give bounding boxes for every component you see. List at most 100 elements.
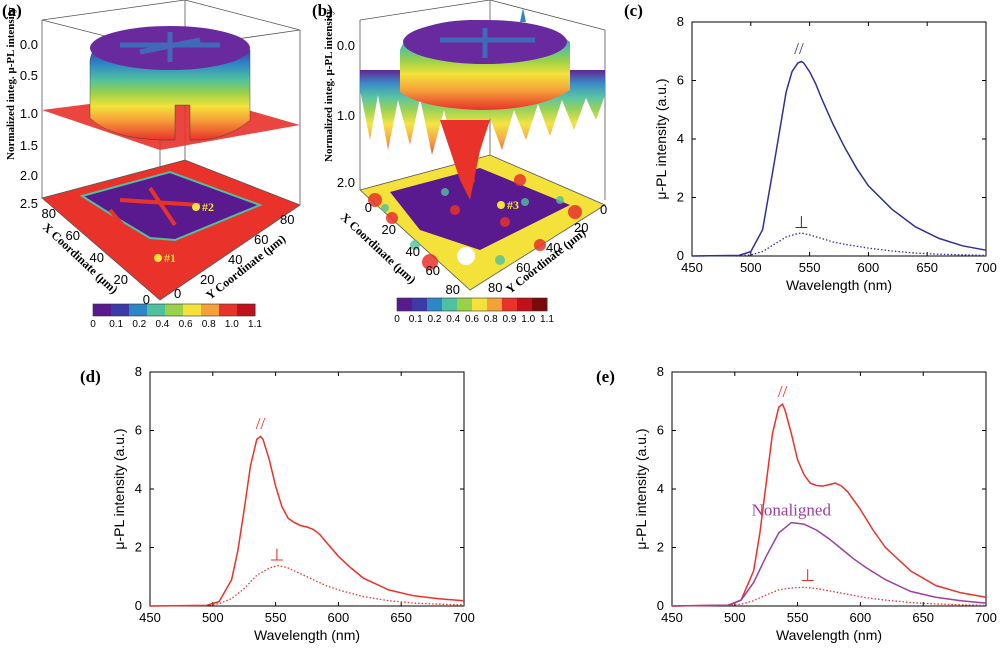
y-axis-title: μ-PL intensity (a.u.) (633, 428, 649, 549)
y-tick: 20 (574, 220, 588, 235)
y-tick-label: 2 (657, 540, 664, 555)
colorbar-swatch (237, 304, 256, 316)
perpendicular-label: ⊥ (800, 566, 815, 585)
colorbar-label: 0.6 (465, 314, 479, 325)
x-axis-title: Wavelength (nm) (786, 277, 892, 293)
panel-b-spike-column (440, 120, 490, 200)
y-tick: 0 (174, 286, 181, 301)
x-tick-label: 600 (858, 260, 880, 275)
panel-b-floor-noise-green (381, 188, 564, 265)
z-tick: 2.5 (20, 196, 38, 211)
y-tick-label: 6 (135, 423, 142, 438)
z-tick: 1.0 (20, 106, 38, 121)
colorbar-label: 0.4 (155, 319, 169, 330)
colorbar-border (396, 297, 548, 312)
x-tick: 80 (42, 206, 56, 221)
colorbar-label: 0.4 (446, 314, 460, 325)
y-axis-title: μ-PL intensity (a.u.) (653, 78, 669, 199)
x-axis-title: Wavelength (nm) (254, 627, 360, 643)
x-tick-label: 450 (139, 610, 161, 625)
z-tick: 0.5 (20, 68, 38, 83)
x-tick: 40 (90, 250, 104, 265)
x-tick-label: 550 (265, 610, 287, 625)
y-tick-label: 2 (135, 540, 142, 555)
y-tick-label: 4 (657, 481, 664, 496)
colorbar-swatch (219, 304, 238, 316)
panel-a-floor-cross (108, 186, 201, 230)
z-axis-title: Normalized integ. μ-PL intensity (5, 7, 17, 160)
parallel-label: // (778, 382, 788, 401)
nonaligned-label: Nonaligned (752, 500, 832, 519)
x-tick-label: 700 (975, 610, 997, 625)
x-tick-label: 600 (850, 610, 872, 625)
colorbar-swatch (412, 298, 428, 311)
panel-a-colorbar: 0 0.1 0.2 0.4 0.6 0.8 1.0 1.1 (90, 303, 262, 330)
y-tick-label: 0 (677, 248, 684, 263)
colorbar-swatch (201, 304, 220, 316)
point-label-1: #1 (164, 251, 176, 265)
colorbar-swatch (502, 298, 518, 311)
x-tick: 0 (143, 292, 150, 307)
z-tick: 0.0 (337, 38, 355, 53)
series-line (691, 60, 987, 257)
parallel-label: // (256, 414, 266, 433)
y-tick-label: 8 (657, 364, 664, 379)
y-tick-label: 8 (135, 364, 142, 379)
plot-frame (149, 371, 465, 607)
x-tick-label: 550 (799, 260, 821, 275)
series-line (149, 564, 465, 607)
x-axis-title: Wavelength (nm) (776, 627, 882, 643)
y-tick: 60 (516, 260, 530, 275)
colorbar-swatch (183, 304, 202, 316)
colorbar-label: 0.9 (503, 314, 517, 325)
x-tick: 80 (446, 282, 460, 297)
colorbar-swatch (427, 298, 443, 311)
colorbar-label: 0.1 (409, 314, 423, 325)
panel-b: (b) 0.0 1.0 2. (312, 0, 607, 325)
x-tick-label: 600 (328, 610, 350, 625)
panel-e: (e) 450 500 550 600 650 700 0 2 4 6 8 Wavelength (n… (596, 364, 997, 643)
x-tick: 0 (365, 200, 372, 215)
colorbar-swatch (532, 298, 548, 311)
y-tick-label: 0 (135, 598, 142, 613)
y-axis-title: μ-PL intensity (a.u.) (111, 428, 127, 549)
x-tick: 60 (66, 228, 80, 243)
x-tick: 40 (406, 244, 420, 259)
z-axis-title: Normalized integ. μ-PL intensity (323, 9, 335, 162)
point-label-3: #3 (507, 198, 519, 212)
x-tick-label: 650 (390, 610, 412, 625)
x-tick-label: 650 (916, 260, 938, 275)
y-tick: 80 (488, 280, 502, 295)
z-tick: 1.0 (337, 108, 355, 123)
colorbar-swatch (165, 304, 184, 316)
x-tick: 20 (382, 222, 396, 237)
plot-frame (691, 21, 987, 257)
series-line (671, 403, 987, 607)
point-marker-1 (154, 254, 162, 262)
x-tick-label: 650 (912, 610, 934, 625)
x-tick-label: 450 (661, 610, 683, 625)
panel-d: (d) 450 500 550 600 650 700 0 2 4 6 8 Wavelength (n… (80, 364, 475, 643)
panel-label-a: (a) (2, 1, 22, 20)
colorbar-label: 1.1 (248, 319, 262, 330)
colorbar-label: 0.8 (202, 319, 216, 330)
point-label-2: #2 (202, 200, 214, 214)
z-tick: 1.5 (20, 138, 38, 153)
colorbar-label: 0 (394, 314, 400, 325)
y-tick: 20 (200, 272, 214, 287)
y-tick: 60 (254, 232, 268, 247)
colorbar-swatch (457, 298, 473, 311)
parallel-label: // (794, 39, 804, 58)
y-tick-label: 0 (657, 598, 664, 613)
colorbar-swatch (442, 298, 458, 311)
y-tick-label: 4 (135, 481, 142, 496)
z-tick: 0.0 (20, 37, 38, 52)
z-tick: 2.0 (20, 168, 38, 183)
colorbar-swatch (111, 304, 130, 316)
colorbar-label: 1.0 (521, 314, 535, 325)
y-tick-label: 4 (677, 131, 684, 146)
x-tick-label: 500 (740, 260, 762, 275)
panel-c: (c) 450 500 550 600 650 700 0 2 4 6 8 Wavelength (n… (624, 1, 997, 293)
colorbar-label: 0 (90, 319, 96, 330)
panel-label-d: (d) (80, 367, 101, 386)
